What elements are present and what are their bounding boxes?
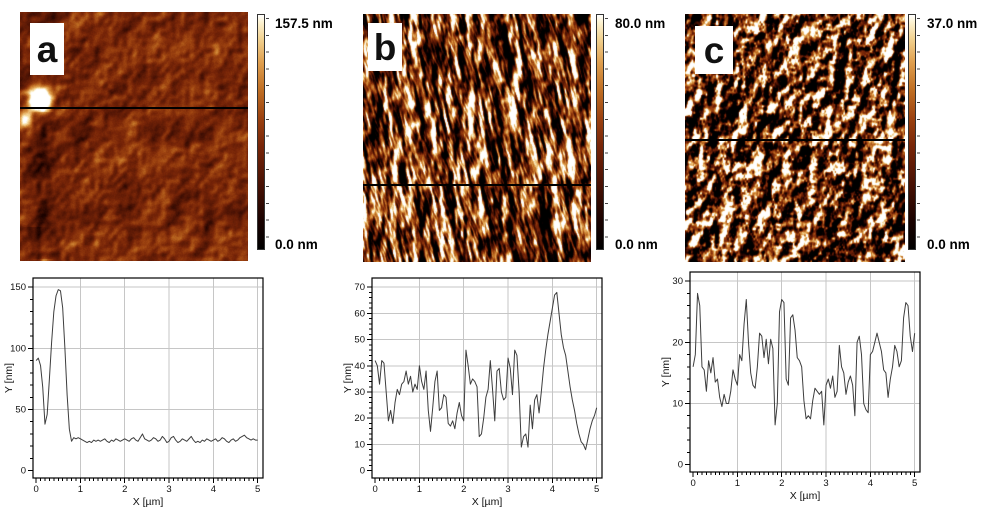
svg-text:50: 50	[15, 404, 26, 415]
colorbar-max-label-c: 37.0 nm	[927, 16, 978, 31]
svg-text:3: 3	[166, 484, 171, 495]
svg-text:4: 4	[550, 484, 555, 495]
svg-text:4: 4	[868, 478, 873, 489]
height-colorbar-a	[257, 14, 265, 250]
svg-text:20: 20	[672, 337, 683, 348]
svg-text:0: 0	[21, 466, 26, 477]
svg-text:2: 2	[122, 484, 127, 495]
svg-text:0: 0	[690, 478, 695, 489]
svg-text:150: 150	[10, 282, 26, 293]
svg-text:1: 1	[417, 484, 422, 495]
svg-text:4: 4	[211, 484, 216, 495]
svg-text:50: 50	[354, 335, 365, 346]
grid-lines	[33, 278, 263, 478]
profile-scan-line-c	[685, 139, 905, 142]
colorbar-min-label-b: 0.0 nm	[615, 237, 658, 252]
svg-text:3: 3	[823, 478, 828, 489]
svg-text:2: 2	[779, 478, 784, 489]
colorbar-max-label-b: 80.0 nm	[615, 16, 666, 31]
panel-letter-b: b	[368, 23, 402, 71]
panel-letter-a: a	[30, 23, 64, 75]
plot-frame	[689, 271, 921, 473]
profile-curve	[374, 291, 598, 451]
panel-letter-c: c	[695, 26, 733, 74]
svg-text:70: 70	[354, 282, 365, 293]
y-axis-label: Y [nm]	[342, 363, 354, 393]
plot-frame	[371, 277, 603, 479]
profile-scan-line-b	[363, 183, 591, 186]
svg-text:100: 100	[10, 343, 26, 354]
colorbar-ticks-a	[266, 18, 269, 250]
grid-lines	[690, 272, 920, 472]
axis-ticks	[685, 280, 916, 477]
svg-text:0: 0	[678, 460, 683, 471]
grid-lines	[372, 278, 602, 478]
svg-text:10: 10	[354, 439, 365, 450]
svg-text:0: 0	[360, 466, 365, 477]
tick-labels: 0 1 2 3 4 5 0 10 20 30	[672, 276, 917, 489]
plot-frame	[32, 277, 264, 479]
svg-text:0: 0	[372, 484, 377, 495]
svg-text:30: 30	[672, 276, 683, 287]
svg-text:5: 5	[594, 484, 599, 495]
afm-panel-c: c	[685, 14, 905, 262]
svg-text:2: 2	[461, 484, 466, 495]
svg-text:5: 5	[912, 478, 917, 489]
svg-text:30: 30	[354, 387, 365, 398]
x-axis-label: X [µm]	[133, 496, 164, 508]
y-axis-label: Y [nm]	[3, 363, 15, 393]
svg-text:5: 5	[255, 484, 260, 495]
afm-panel-b: b	[363, 14, 591, 262]
colorbar-max-label-a: 157.5 nm	[275, 16, 333, 31]
svg-text:20: 20	[354, 413, 365, 424]
profile-scan-line-a	[20, 106, 248, 109]
y-axis-label: Y [nm]	[660, 357, 672, 387]
svg-text:10: 10	[672, 398, 683, 409]
svg-text:0: 0	[33, 484, 38, 495]
colorbar-ticks-b	[605, 18, 608, 250]
colorbar-ticks-c	[917, 18, 920, 250]
height-colorbar-c	[908, 14, 916, 250]
profile-curve	[35, 289, 258, 444]
x-axis-label: X [µm]	[790, 490, 821, 502]
svg-text:1: 1	[78, 484, 83, 495]
svg-text:40: 40	[354, 361, 365, 372]
profile-curve	[692, 292, 916, 426]
afm-panel-a: a	[20, 12, 248, 261]
height-colorbar-b	[596, 14, 604, 250]
x-axis-label: X [µm]	[472, 496, 503, 508]
colorbar-min-label-a: 0.0 nm	[275, 237, 318, 252]
svg-text:3: 3	[505, 484, 510, 495]
axis-ticks	[367, 286, 598, 483]
height-profile-chart-c: 0 1 2 3 4 5 0 10 20 30 X [µm] Y [nm]	[660, 271, 921, 502]
svg-text:60: 60	[354, 308, 365, 319]
axis-ticks	[28, 286, 259, 483]
colorbar-min-label-c: 0.0 nm	[927, 237, 970, 252]
svg-text:1: 1	[735, 478, 740, 489]
